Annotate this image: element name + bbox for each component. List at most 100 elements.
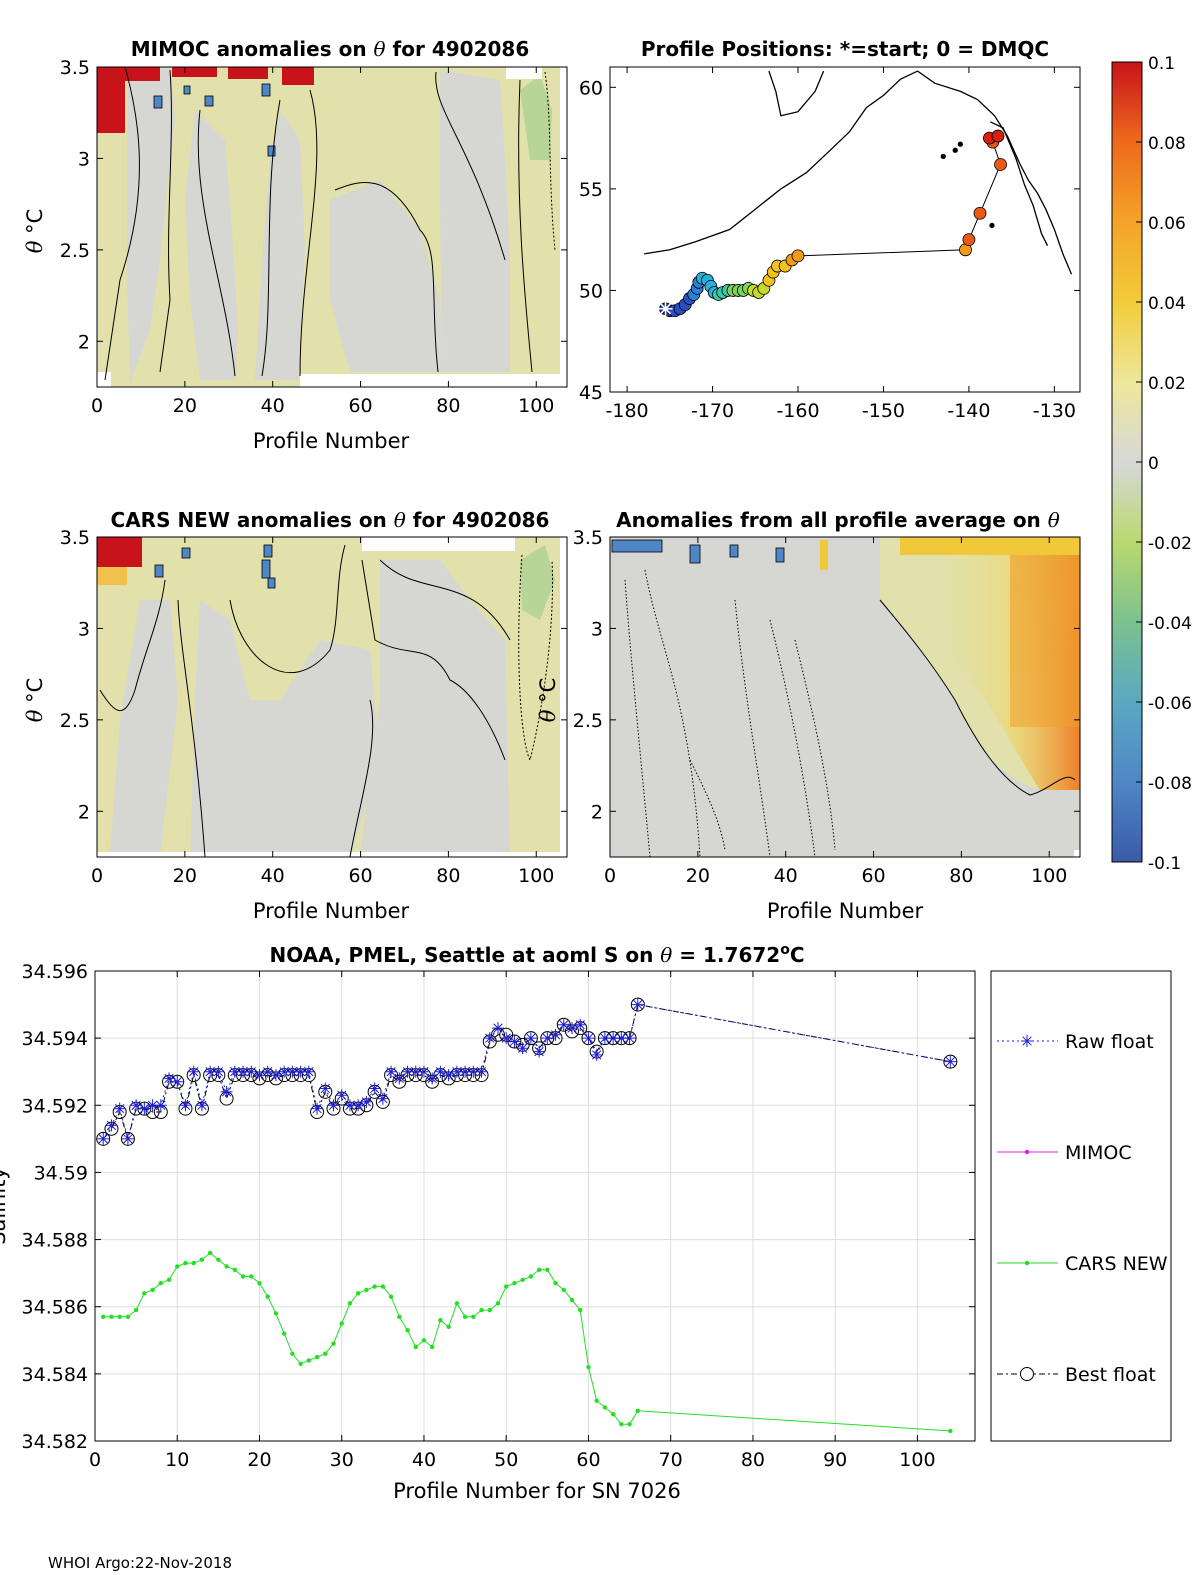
data-point	[142, 1291, 147, 1296]
legend-box	[990, 970, 1172, 1442]
legend-swatch-marker	[1024, 1149, 1030, 1155]
data-point	[306, 1358, 312, 1363]
data-point	[261, 1065, 274, 1078]
data-point	[459, 1065, 472, 1078]
plot-frame	[94, 970, 976, 1442]
island-mark	[952, 147, 958, 153]
data-point	[187, 1065, 200, 1078]
x-tick-label: -180	[606, 400, 649, 422]
start-star-marker	[658, 301, 673, 316]
data-point	[467, 1065, 480, 1078]
data-point	[409, 1065, 422, 1078]
colorbar-tick-label: 0	[1148, 454, 1159, 474]
data-point	[512, 1281, 517, 1286]
heatmap-field	[610, 537, 1080, 857]
profile-average-anomaly-panel: Anomalies from all profile average on θ …	[536, 508, 1081, 923]
data-point	[508, 1035, 521, 1048]
colorbar-tick-label: -0.02	[1148, 534, 1192, 554]
colorbar: 0.1 0.08 0.06 0.04 0.02 0 -0.02 -0.04 -0.06 -0.08…	[1111, 54, 1192, 874]
colorbar-tick-label: -0.08	[1148, 774, 1192, 794]
data-point	[273, 1311, 279, 1316]
plot-frame	[96, 536, 568, 858]
data-point	[249, 1274, 254, 1279]
data-point	[372, 1284, 377, 1289]
legend-swatch-marker	[1021, 1035, 1033, 1047]
x-tick-label: 100	[518, 865, 554, 887]
contour-lines	[624, 569, 1076, 858]
data-point	[137, 1101, 152, 1116]
x-tick-label: 20	[247, 1449, 271, 1471]
y-tick-label: 2.5	[60, 240, 90, 262]
x-tick-label: -160	[776, 400, 819, 422]
data-point	[594, 1398, 599, 1403]
x-axis-label: Profile Number	[253, 899, 410, 923]
y-tick-label: 34.582	[22, 1431, 88, 1453]
data-point	[265, 1294, 270, 1299]
y-tick-label: 34.596	[22, 961, 88, 983]
x-tick-label: -140	[947, 400, 990, 422]
x-tick-label: -170	[691, 400, 734, 422]
series-cars-new	[101, 1250, 953, 1434]
x-tick-label: 100	[899, 1449, 935, 1471]
data-point	[944, 1055, 957, 1068]
data-point	[533, 1045, 546, 1058]
data-point	[281, 1331, 287, 1336]
colorbar-tick-label: -0.1	[1148, 854, 1181, 874]
y-tick-label: 34.59	[34, 1162, 88, 1184]
data-point	[627, 1422, 632, 1427]
y-axis-label: θ °C	[536, 678, 560, 723]
heatmap-field	[97, 537, 567, 857]
data-point	[158, 1281, 163, 1286]
data-point	[204, 1065, 217, 1078]
data-point	[602, 1405, 608, 1410]
x-tick-label: 60	[348, 395, 372, 417]
legend-swatch-marker	[1024, 1260, 1030, 1266]
x-axis-label: Profile Number for SN 7026	[393, 1479, 681, 1503]
data-point	[630, 997, 645, 1012]
data-point	[199, 1257, 205, 1262]
data-point	[610, 1411, 616, 1417]
data-point	[220, 1085, 233, 1098]
island-mark	[957, 141, 964, 147]
y-tick-label: 34.594	[22, 1028, 88, 1050]
x-tick-label: 80	[949, 865, 973, 887]
data-point	[598, 1032, 611, 1045]
x-tick-label: 40	[774, 865, 798, 887]
y-tick-label: 2.5	[573, 710, 603, 732]
series-layer	[96, 997, 958, 1434]
data-point	[450, 1065, 463, 1078]
panel-title: MIMOC anomalies on θ for 4902086	[131, 37, 530, 61]
x-tick-label: 30	[330, 1449, 354, 1471]
x-tick-label: 40	[261, 865, 285, 887]
plot-frame	[609, 66, 1081, 393]
cars-new-anomaly-panel: CARS NEW anomalies on θ for 4902086	[23, 508, 568, 923]
data-point	[536, 1267, 542, 1272]
data-point	[523, 1031, 538, 1046]
x-tick-label: 80	[436, 395, 460, 417]
contour-lines	[104, 66, 556, 381]
data-point	[948, 1428, 953, 1434]
data-point	[228, 1065, 241, 1078]
data-point	[607, 1032, 620, 1045]
map-background	[610, 67, 1080, 392]
data-point	[232, 1267, 238, 1272]
data-point	[343, 1099, 356, 1112]
data-point	[471, 1314, 476, 1319]
data-point	[269, 1069, 282, 1082]
data-point	[380, 1284, 386, 1289]
data-point	[479, 1307, 484, 1313]
data-point	[619, 1422, 624, 1427]
data-point	[286, 1065, 299, 1078]
y-axis-label: θ °C	[23, 678, 47, 723]
legend-swatch-marker	[1020, 1367, 1034, 1381]
y-tick-label: 50	[579, 280, 603, 302]
plot-area	[95, 971, 975, 1441]
data-point	[319, 1082, 332, 1095]
data-point	[96, 1131, 111, 1146]
coastline-segment	[644, 70, 1073, 275]
float-track	[658, 129, 1007, 318]
data-point	[405, 1328, 410, 1333]
data-point	[278, 1065, 291, 1078]
x-tick-label: 90	[823, 1449, 847, 1471]
data-point	[216, 1257, 221, 1262]
